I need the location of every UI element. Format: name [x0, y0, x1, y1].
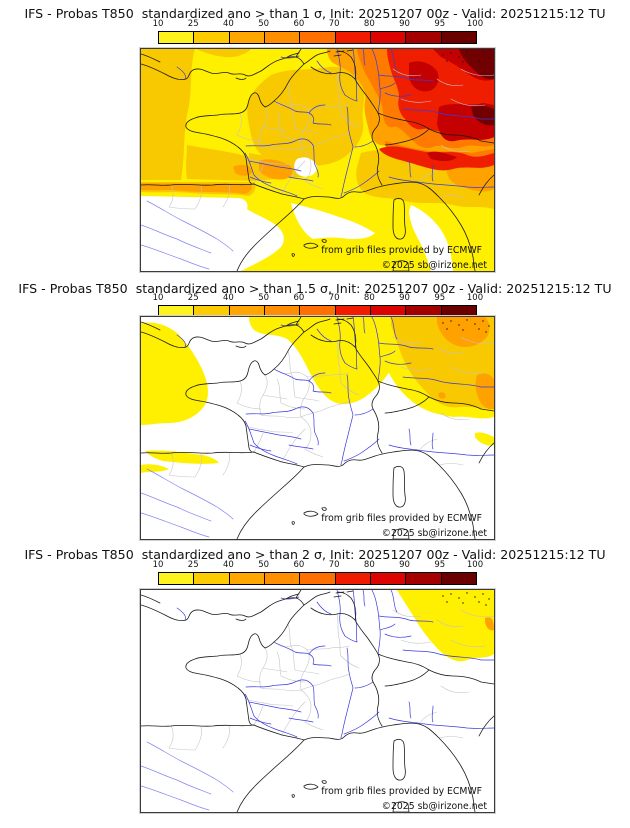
rivers — [141, 590, 494, 811]
colorbar-segment — [335, 306, 371, 317]
colorbar-tick-label: 70 — [328, 19, 340, 29]
colorbar-segment — [264, 306, 301, 317]
france-probability-map: from grib files provided by ECMWF ©2025 s… — [141, 590, 494, 812]
probability-region-red — [379, 49, 494, 171]
colorbar-tick-label: 90 — [399, 560, 410, 570]
panel-3-title: IFS - Probas T850 standardized ano > tha… — [24, 547, 606, 562]
panel-2-colorbar: 10 25 40 50 60 70 80 90 95 100 — [0, 293, 630, 318]
admin-borders — [168, 609, 494, 751]
copyright-text: ©2025 sb@irizone.net — [382, 801, 488, 812]
stipple-dots — [442, 51, 490, 65]
panel-1-colorbar: 10 25 40 50 60 70 80 90 95 100 — [0, 19, 630, 44]
rivers — [141, 317, 494, 538]
colorbar-tick-label: 40 — [223, 293, 234, 303]
admin-borders — [168, 336, 494, 478]
colorbar-segment — [441, 32, 476, 43]
colorbar-segment — [300, 306, 336, 317]
colorbar-tick-label: 95 — [434, 19, 446, 29]
probability-region-dark_red — [409, 49, 494, 161]
colorbar-tick-label: 100 — [466, 19, 484, 29]
panel-3-map: from grib files provided by ECMWF ©2025 s… — [139, 588, 496, 814]
colorbar-tick-label: 50 — [258, 560, 270, 570]
probability-region-yellow — [397, 590, 494, 662]
colorbar-segment — [229, 573, 265, 584]
ecmwf-attribution-text: from grib files provided by ECMWF — [321, 786, 482, 797]
coastlines — [141, 590, 494, 812]
panel-2-title: IFS - Probas T850 standardized ano > tha… — [18, 281, 612, 296]
france-probability-map: from grib files provided by ECMWF ©2025 s… — [141, 49, 494, 271]
rivers — [141, 49, 494, 270]
colorbar-segment — [159, 32, 195, 43]
colorbar-tick-label: 60 — [293, 560, 305, 570]
colorbar-segment — [441, 573, 476, 584]
probability-colorbar — [158, 31, 477, 44]
colorbar-tick-label: 80 — [363, 19, 375, 29]
ecmwf-attribution-text: from grib files provided by ECMWF — [321, 245, 482, 256]
probability-region-orange — [485, 617, 494, 631]
colorbar-segment — [194, 306, 230, 317]
colorbar-tick-label: 25 — [187, 560, 199, 570]
colorbar-segment — [300, 573, 336, 584]
panel-3-colorbar: 10 25 40 50 60 70 80 90 95 100 — [0, 560, 630, 585]
colorbar-tick-label: 95 — [434, 293, 446, 303]
probability-colorbar — [158, 572, 477, 585]
colorbar-tick-label: 90 — [399, 19, 410, 29]
colorbar-segment — [300, 32, 336, 43]
colorbar-tick-label: 25 — [187, 293, 199, 303]
colorbar-segment — [194, 32, 230, 43]
panel-2-map: from grib files provided by ECMWF ©2025 s… — [139, 315, 496, 541]
colorbar-segment — [264, 32, 301, 43]
copyright-text: ©2025 sb@irizone.net — [382, 528, 488, 539]
colorbar-segment — [264, 573, 301, 584]
colorbar-segment — [194, 573, 230, 584]
colorbar-tick-label: 50 — [258, 19, 270, 29]
colorbar-tick-label: 70 — [328, 560, 340, 570]
probability-region-white — [141, 157, 453, 271]
colorbar-segment — [335, 32, 371, 43]
colorbar-tick-label: 40 — [223, 19, 234, 29]
colorbar-segment — [370, 573, 407, 584]
probability-region-gold — [141, 49, 494, 209]
colorbar-tick-label: 60 — [293, 19, 305, 29]
colorbar-segment — [406, 573, 442, 584]
colorbar-tick-label: 40 — [223, 560, 234, 570]
copyright-text: ©2025 sb@irizone.net — [382, 260, 488, 271]
colorbar-segment — [441, 306, 476, 317]
coastlines — [141, 49, 494, 271]
colorbar-segment — [406, 306, 442, 317]
colorbar-tick-label: 60 — [293, 293, 305, 303]
colorbar-tick-label: 90 — [399, 293, 410, 303]
colorbar-tick-label: 80 — [363, 293, 375, 303]
colorbar-tick-label: 25 — [187, 19, 199, 29]
colorbar-segment — [335, 573, 371, 584]
france-probability-map: from grib files provided by ECMWF ©2025 s… — [141, 317, 494, 539]
colorbar-tick-label: 10 — [152, 293, 164, 303]
colorbar-segment — [370, 32, 407, 43]
colorbar-segment — [406, 32, 442, 43]
panel-1-map: from grib files provided by ECMWF ©2025 s… — [139, 47, 496, 273]
admin-borders — [168, 68, 494, 210]
colorbar-segment — [229, 306, 265, 317]
colorbar-tick-label: 70 — [328, 293, 340, 303]
colorbar-tick-label: 50 — [258, 293, 270, 303]
probability-region-orange — [437, 317, 494, 410]
colorbar-segment — [159, 573, 195, 584]
stipple-dots — [442, 592, 490, 606]
colorbar-segment — [370, 306, 407, 317]
colorbar-segment — [229, 32, 265, 43]
colorbar-tick-label: 100 — [466, 560, 484, 570]
colorbar-segment — [159, 306, 195, 317]
colorbar-tick-label: 95 — [434, 560, 446, 570]
colorbar-tick-label: 10 — [152, 560, 164, 570]
colorbar-tick-label: 100 — [466, 293, 484, 303]
colorbar-tick-label: 10 — [152, 19, 164, 29]
probability-region-maroon — [459, 49, 494, 126]
ecmwf-attribution-text: from grib files provided by ECMWF — [321, 513, 482, 524]
panel-1-title: IFS - Probas T850 standardized ano > tha… — [24, 6, 606, 21]
probability-region-white — [141, 590, 494, 812]
stipple-dots — [442, 319, 490, 333]
colorbar-tick-label: 80 — [363, 560, 375, 570]
coastlines — [141, 317, 494, 539]
